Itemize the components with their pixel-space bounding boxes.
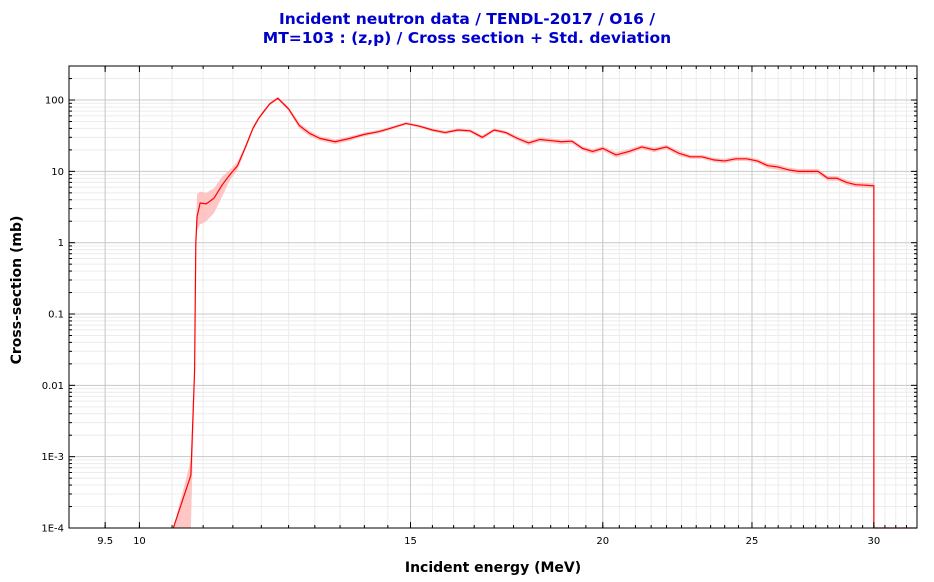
x-tick-label: 9.5 <box>97 536 113 547</box>
y-tick-label: 10 <box>51 167 64 178</box>
y-tick-label: 0.01 <box>42 381 64 392</box>
y-axis-label: Cross-section (mb) <box>9 215 25 365</box>
chart-title-line-1: Incident neutron data / TENDL-2017 / O16… <box>278 10 656 28</box>
x-tick-label: 10 <box>133 536 146 547</box>
chart-title: Incident neutron data / TENDL-2017 / O16… <box>0 10 934 48</box>
x-tick-label: 20 <box>596 536 609 547</box>
axis-ticks <box>68 65 918 529</box>
grid-major <box>69 66 917 529</box>
grid-minor <box>68 65 918 528</box>
y-tick-label: 0.1 <box>48 310 64 321</box>
cross-section-line <box>172 97 917 529</box>
y-tick-label: 100 <box>45 96 64 107</box>
cross-section-line-layer <box>172 97 917 529</box>
plot-frame <box>68 65 918 529</box>
y-tick-label: 1E-3 <box>41 452 64 463</box>
x-axis-label: Incident energy (MeV) <box>404 560 582 576</box>
x-tick-label: 15 <box>404 536 417 547</box>
axis-tick-labels: 9.5 10 15 20 25 30 100 10 1 0.1 0.01 1E-3 1E-4 <box>41 96 880 547</box>
y-tick-label: 1E-4 <box>41 524 64 535</box>
x-tick-label: 25 <box>746 536 759 547</box>
x-tick-label: 30 <box>867 536 880 547</box>
y-tick-label: 1 <box>58 238 64 249</box>
chart-title-line-2: MT=103 : (z,p) / Cross section + Std. de… <box>262 29 672 47</box>
